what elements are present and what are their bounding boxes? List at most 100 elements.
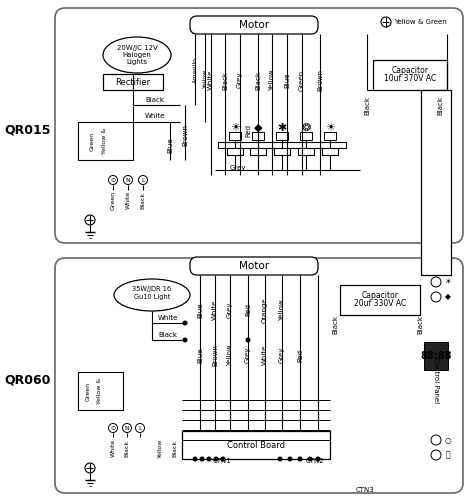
Bar <box>229 132 241 140</box>
Text: L: L <box>141 177 145 182</box>
Text: Black: Black <box>364 96 370 115</box>
Text: White: White <box>145 113 165 119</box>
Text: Yellow &: Yellow & <box>98 378 102 404</box>
Text: 20W/JC 12V: 20W/JC 12V <box>117 45 157 51</box>
Text: White: White <box>158 315 178 321</box>
Text: L: L <box>138 425 142 430</box>
Text: Black: Black <box>146 97 164 103</box>
Text: CTN1: CTN1 <box>213 458 231 464</box>
Text: Brown: Brown <box>182 124 188 146</box>
Bar <box>274 145 290 155</box>
Text: Black: Black <box>125 439 129 456</box>
Bar <box>103 74 163 90</box>
Text: Yellow: Yellow <box>279 299 285 321</box>
FancyBboxPatch shape <box>55 8 463 243</box>
FancyBboxPatch shape <box>190 257 318 275</box>
Text: Amarillo: Amarillo <box>192 57 198 83</box>
Text: Yellow: Yellow <box>202 68 208 88</box>
Text: Red: Red <box>245 304 251 317</box>
Circle shape <box>278 457 282 461</box>
Circle shape <box>221 457 225 461</box>
Text: 35W/JDR 16: 35W/JDR 16 <box>132 286 172 292</box>
Text: 88:88: 88:88 <box>420 351 452 361</box>
Text: Grey: Grey <box>227 302 233 318</box>
Text: Brown: Brown <box>212 344 218 366</box>
Text: Control Board: Control Board <box>227 440 285 449</box>
Text: N: N <box>125 425 129 430</box>
Text: Yellow: Yellow <box>227 344 233 366</box>
Text: Black: Black <box>140 191 146 208</box>
Text: White: White <box>110 439 116 457</box>
Bar <box>78 122 133 160</box>
Ellipse shape <box>103 37 171 73</box>
Circle shape <box>193 457 197 461</box>
Circle shape <box>288 457 292 461</box>
Text: Red: Red <box>297 349 303 362</box>
Text: QR015: QR015 <box>5 124 51 136</box>
Text: Red: Red <box>245 124 251 136</box>
Text: 20uf 330V AC: 20uf 330V AC <box>354 299 406 308</box>
Text: QR060: QR060 <box>5 374 51 386</box>
Text: Green: Green <box>90 131 94 151</box>
Circle shape <box>298 457 302 461</box>
Circle shape <box>207 457 211 461</box>
Text: Black: Black <box>158 332 177 338</box>
Circle shape <box>200 457 204 461</box>
Text: Motor: Motor <box>239 261 269 271</box>
Text: Yellow: Yellow <box>269 69 275 91</box>
Text: Black: Black <box>222 71 228 90</box>
Circle shape <box>246 338 250 342</box>
Bar <box>218 142 346 148</box>
Bar <box>298 145 314 155</box>
Text: Blue: Blue <box>197 302 203 318</box>
Text: Capacitor: Capacitor <box>362 291 399 300</box>
Bar <box>276 132 288 140</box>
Text: ⊙: ⊙ <box>110 177 116 182</box>
Bar <box>373 60 447 90</box>
Bar <box>78 372 123 410</box>
Circle shape <box>183 321 187 325</box>
Text: Yellow &: Yellow & <box>102 128 108 154</box>
Text: Green: Green <box>85 381 91 401</box>
Bar <box>182 431 330 459</box>
Text: White: White <box>126 191 130 209</box>
Text: ⊙: ⊙ <box>110 425 116 430</box>
Text: Orange: Orange <box>262 297 268 323</box>
Text: ☀: ☀ <box>325 123 335 133</box>
Text: Black: Black <box>255 71 261 90</box>
Text: Grey: Grey <box>237 72 243 88</box>
Text: White: White <box>212 300 218 320</box>
Text: ◆: ◆ <box>445 293 451 302</box>
Bar <box>250 145 266 155</box>
Bar <box>252 132 264 140</box>
Bar <box>424 342 448 370</box>
Circle shape <box>308 457 312 461</box>
Bar <box>324 132 336 140</box>
Text: 10uf 370V AC: 10uf 370V AC <box>384 74 436 83</box>
Text: Black: Black <box>437 96 443 115</box>
Ellipse shape <box>114 279 190 311</box>
Bar <box>300 132 312 140</box>
Bar <box>227 145 243 155</box>
Text: Black: Black <box>173 439 177 456</box>
Text: Yellow & Green: Yellow & Green <box>394 19 447 25</box>
FancyBboxPatch shape <box>55 258 463 493</box>
Text: Green: Green <box>299 70 305 91</box>
Text: Motor: Motor <box>239 20 269 30</box>
Text: ✱: ✱ <box>277 123 287 133</box>
Text: Black: Black <box>332 316 338 335</box>
Text: ☀: ☀ <box>445 278 451 287</box>
Text: Black: Black <box>417 316 423 335</box>
Text: ❂: ❂ <box>301 123 310 133</box>
Text: Rectifier: Rectifier <box>116 78 151 87</box>
Bar <box>340 285 420 315</box>
Text: Grey: Grey <box>245 347 251 363</box>
Text: Grey: Grey <box>230 165 246 171</box>
Text: Green: Green <box>110 190 116 209</box>
Text: Lights: Lights <box>127 59 147 65</box>
Text: Yellow: Yellow <box>157 438 163 458</box>
Text: Gu10 Light: Gu10 Light <box>134 294 170 300</box>
Text: CTN2: CTN2 <box>306 458 324 464</box>
Circle shape <box>183 338 187 342</box>
Text: CTN3: CTN3 <box>356 487 374 493</box>
